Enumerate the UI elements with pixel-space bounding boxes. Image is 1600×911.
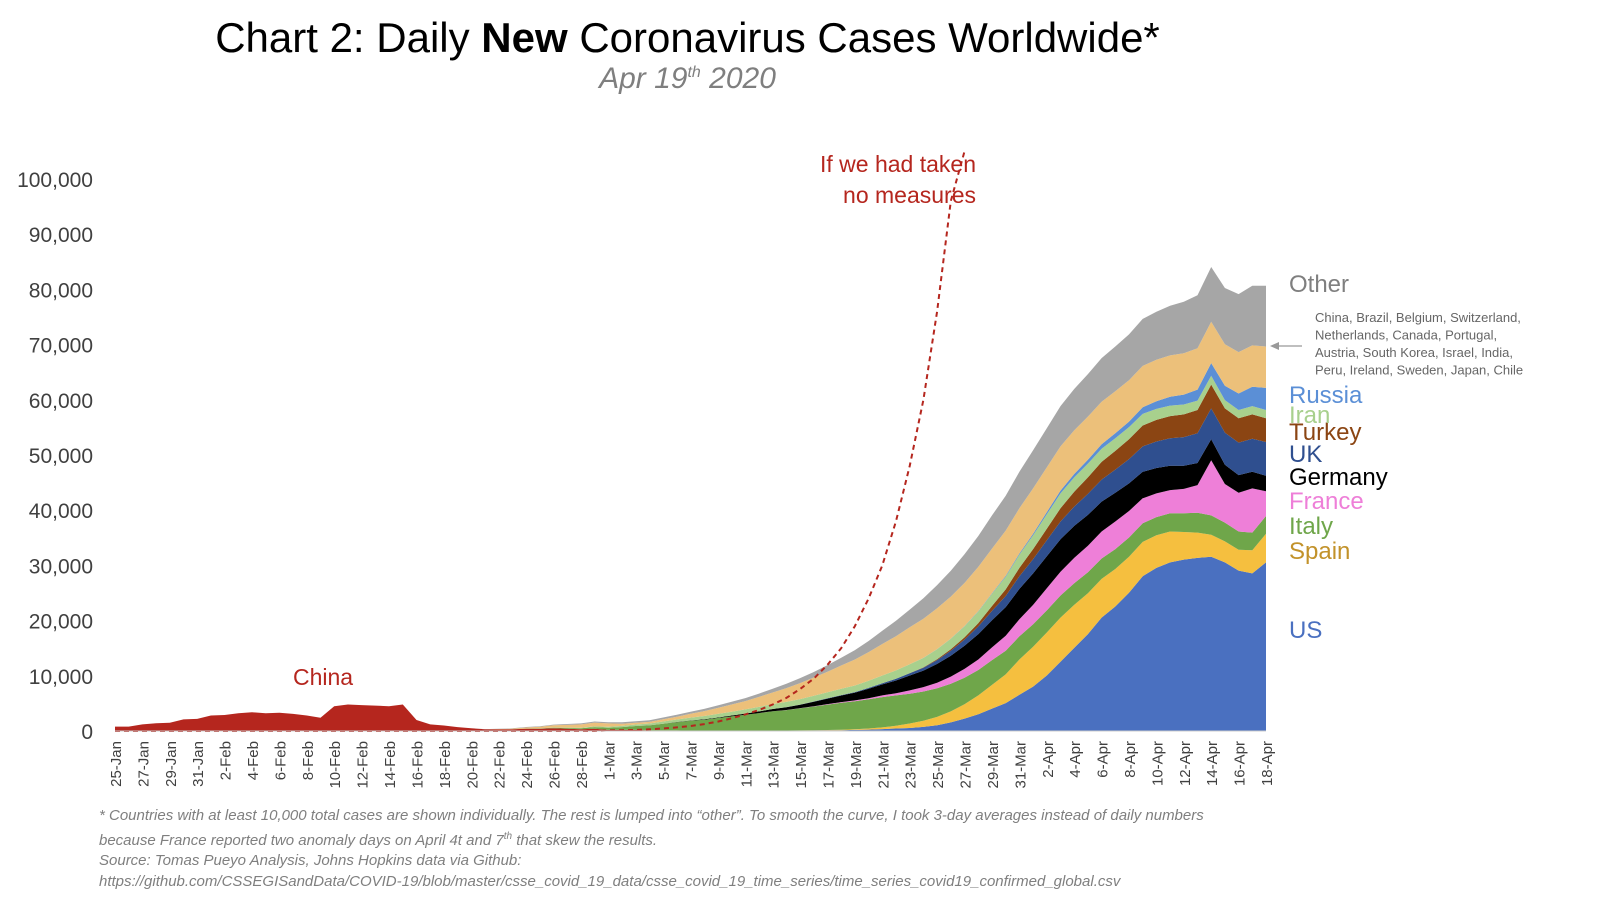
x-tick-label: 23-Mar <box>903 741 920 789</box>
footnote: * Countries with at least 10,000 total c… <box>99 806 1399 892</box>
x-tick-label: 8-Feb <box>300 741 317 780</box>
series-area-iran <box>115 375 1266 730</box>
series-labels: US SpainItalyFranceGermanyUKTurkeyIranRus… <box>1270 271 1523 644</box>
series-area-italy <box>115 512 1266 731</box>
footnote-source: Source: Tomas Pueyo Analysis, Johns Hopk… <box>99 852 522 869</box>
arrow-head-icon <box>1270 342 1279 350</box>
y-tick-label: 0 <box>81 721 93 744</box>
x-tick-label: 21-Mar <box>875 741 892 789</box>
smaller-countries-line: China, Brazil, Belgium, Switzerland, <box>1315 310 1521 325</box>
chart-title: Chart 2: Daily New Coronavirus Cases Wor… <box>215 14 1160 61</box>
x-tick-label: 25-Jan <box>108 741 125 787</box>
x-tick-label: 8-Apr <box>1122 741 1139 778</box>
y-tick-label: 90,000 <box>29 224 93 247</box>
series-area-uk <box>115 408 1266 730</box>
footnote-line-1: * Countries with at least 10,000 total c… <box>99 807 1204 824</box>
y-axis: 0 10,000 20,000 30,000 40,000 50,000 60,000 70,… <box>17 169 93 744</box>
series-label-us: US <box>1289 617 1322 644</box>
projection-dashed-line <box>115 151 966 732</box>
x-tick-label: 7-Mar <box>684 741 701 780</box>
x-tick-label: 22-Feb <box>492 741 509 789</box>
y-tick-label: 50,000 <box>29 445 93 468</box>
x-tick-label: 20-Feb <box>464 741 481 789</box>
x-tick-label: 16-Apr <box>1232 741 1249 786</box>
x-tick-label: 11-Mar <box>738 741 755 787</box>
x-tick-label: 19-Mar <box>848 741 865 789</box>
x-tick-label: 10-Apr <box>1149 741 1166 786</box>
footnote-line-2: because France reported two anomaly days… <box>99 830 658 849</box>
y-tick-label: 100,000 <box>17 169 93 192</box>
series-label-france: France <box>1289 488 1364 515</box>
y-tick-label: 70,000 <box>29 335 93 358</box>
x-tick-label: 24-Feb <box>519 741 536 789</box>
series-label-russia: Russia <box>1289 382 1363 409</box>
x-tick-label: 6-Feb <box>272 741 289 780</box>
x-tick-label: 18-Apr <box>1259 741 1276 786</box>
x-tick-label: 16-Feb <box>410 741 427 789</box>
x-tick-label: 12-Apr <box>1177 741 1194 786</box>
x-tick-label: 25-Mar <box>930 741 947 789</box>
series-label-uk: UK <box>1289 441 1322 468</box>
x-tick-label: 5-Mar <box>656 741 673 780</box>
x-tick-label: 10-Feb <box>327 741 344 789</box>
series-label-spain: Spain <box>1289 538 1350 565</box>
x-tick-label: 14-Feb <box>382 741 399 789</box>
series-area-france <box>115 460 1266 730</box>
x-tick-label: 9-Mar <box>711 741 728 780</box>
y-tick-label: 60,000 <box>29 390 93 413</box>
x-tick-label: 4-Apr <box>1067 741 1084 778</box>
annotation-no-measures-line2: no measures <box>843 182 976 208</box>
y-tick-label: 10,000 <box>29 666 93 689</box>
series-label-italy: Italy <box>1289 513 1333 540</box>
y-tick-label: 20,000 <box>29 611 93 634</box>
series-area-china <box>115 704 1266 731</box>
x-tick-label: 17-Mar <box>821 741 838 789</box>
chart-subtitle: Apr 19th 2020 <box>599 62 776 95</box>
x-tick-label: 26-Feb <box>547 741 564 789</box>
series-label-germany: Germany <box>1289 464 1388 491</box>
smaller-countries-line: Austria, South Korea, Israel, India, <box>1315 345 1513 360</box>
annotations: If we had taken no measures China <box>293 151 976 690</box>
x-tick-label: 31-Jan <box>190 741 207 787</box>
series-label-smaller-countries: China, Brazil, Belgium, Switzerland, Neth… <box>1315 310 1523 378</box>
series-label-turkey: Turkey <box>1289 419 1361 446</box>
x-tick-label: 18-Feb <box>437 741 454 789</box>
x-axis: 25-Jan 27-Jan 29-Jan 31-Jan 2-Feb 4-Feb 6-Feb 8… <box>108 730 1276 789</box>
annotation-no-measures-line1: If we had taken <box>820 151 976 177</box>
x-tick-label: 3-Mar <box>629 741 646 780</box>
series-area-germany <box>115 439 1266 730</box>
footnote-url: https://github.com/CSSEGISandData/COVID-… <box>99 872 1121 890</box>
x-tick-label: 14-Apr <box>1204 741 1221 786</box>
smaller-countries-line: Netherlands, Canada, Portugal, <box>1315 328 1497 343</box>
x-tick-label: 12-Feb <box>355 741 372 789</box>
x-tick-label: 15-Mar <box>793 741 810 789</box>
x-tick-label: 29-Mar <box>985 741 1002 789</box>
x-tick-label: 2-Feb <box>218 741 235 780</box>
x-tick-label: 13-Mar <box>766 741 783 789</box>
series-area-spain <box>115 531 1266 731</box>
series-label-iran: Iran <box>1289 402 1330 429</box>
x-tick-label: 27-Jan <box>135 741 152 787</box>
x-tick-label: 29-Jan <box>163 741 180 787</box>
x-tick-label: 27-Mar <box>958 741 975 789</box>
x-tick-label: 1-Mar <box>601 741 618 780</box>
series-label-other: Other <box>1289 271 1349 298</box>
x-tick-label: 2-Apr <box>1040 741 1057 778</box>
y-tick-label: 30,000 <box>29 555 93 578</box>
x-tick-label: 28-Feb <box>574 741 591 789</box>
y-tick-label: 40,000 <box>29 500 93 523</box>
x-tick-label: 31-Mar <box>1012 741 1029 789</box>
area-layers <box>115 267 1266 731</box>
smaller-countries-line: Peru, Ireland, Sweden, Japan, Chile <box>1315 363 1523 378</box>
projection-layer <box>115 151 966 732</box>
x-tick-label: 6-Apr <box>1095 741 1112 778</box>
annotation-china: China <box>293 664 353 690</box>
series-area-china-brazil-belgium-swi <box>115 321 1266 730</box>
x-tick-label: 4-Feb <box>245 741 262 780</box>
series-area-us <box>115 556 1266 731</box>
y-tick-label: 80,000 <box>29 279 93 302</box>
